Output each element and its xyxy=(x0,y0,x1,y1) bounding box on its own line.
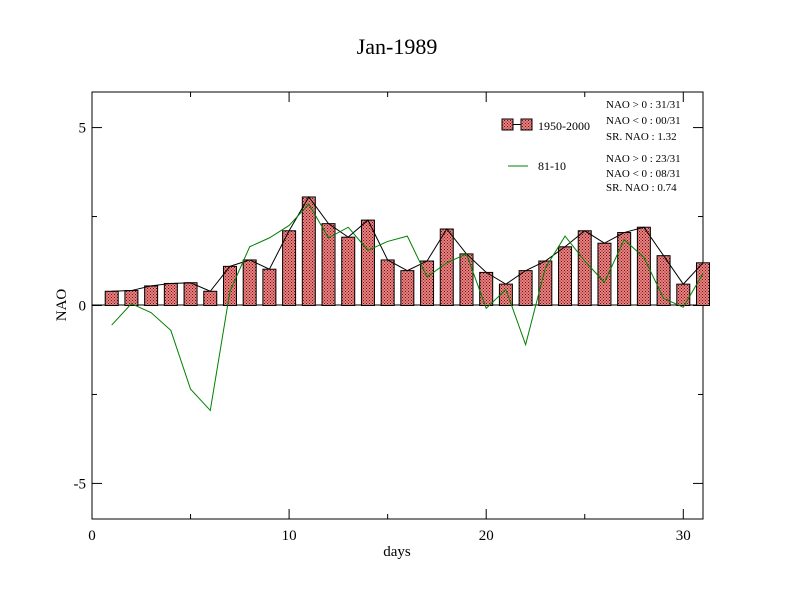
legend-swatch-1950-2000-left xyxy=(501,118,514,131)
stat-81-10-pos: NAO > 0 : 23/31 xyxy=(606,153,681,165)
bar-day-8 xyxy=(242,259,257,307)
stats-annotations: NAO > 0 : 31/31 NAO < 0 : 00/31 SR. NAO … xyxy=(606,99,681,194)
stat-81-10-neg: NAO < 0 : 08/31 xyxy=(606,168,681,180)
bar-top-connector-line xyxy=(111,196,704,292)
stat-81-10-sr: SR. NAO : 0.74 xyxy=(606,182,677,194)
y-tick-label--5: -5 xyxy=(74,476,87,492)
x-tick-label-20: 20 xyxy=(479,528,494,544)
legend-label-81-10: 81-10 xyxy=(538,159,566,173)
line-81-10 xyxy=(111,203,704,412)
bar-day-4 xyxy=(163,282,178,307)
chart-title: Jan-1989 xyxy=(357,34,438,59)
stat-1950-2000-pos: NAO > 0 : 31/31 xyxy=(606,99,681,111)
bar-day-10 xyxy=(282,230,297,306)
bar-day-13 xyxy=(341,236,356,306)
legend-label-1950-2000: 1950-2000 xyxy=(538,119,590,133)
bar-day-26 xyxy=(597,242,612,306)
legend-swatch-1950-2000-right xyxy=(520,118,533,131)
bar-day-6 xyxy=(203,290,218,306)
stat-1950-2000-neg: NAO < 0 : 00/31 xyxy=(606,115,681,127)
bar-day-30 xyxy=(676,283,691,306)
bar-day-20 xyxy=(479,271,494,307)
x-tick-label-10: 10 xyxy=(282,528,297,544)
bar-day-1 xyxy=(104,290,119,306)
y-tick-label-0: 0 xyxy=(79,299,87,315)
bar-day-3 xyxy=(144,285,159,306)
x-tick-label-30: 30 xyxy=(676,528,691,544)
bar-day-25 xyxy=(577,230,592,306)
stat-1950-2000-sr: SR. NAO : 1.32 xyxy=(606,131,677,143)
x-axis-label: days xyxy=(383,544,411,560)
x-axis-ticks: 0 10 20 30 xyxy=(88,92,691,544)
bar-day-9 xyxy=(262,268,277,306)
bar-day-31 xyxy=(696,262,710,306)
bar-day-16 xyxy=(400,270,415,307)
bar-day-19 xyxy=(459,253,474,306)
bar-day-14 xyxy=(360,219,375,307)
bar-day-15 xyxy=(380,259,395,307)
y-axis-ticks: -5 0 5 xyxy=(74,121,703,492)
line-series-81-10 xyxy=(111,196,704,412)
y-axis-label: NAO xyxy=(54,289,70,322)
y-tick-label-5: 5 xyxy=(79,121,87,137)
bar-day-24 xyxy=(558,246,573,306)
bar-day-22 xyxy=(518,270,533,307)
bar-day-18 xyxy=(439,228,454,306)
bar-day-11 xyxy=(301,196,316,306)
bar-day-5 xyxy=(183,282,198,307)
x-tick-label-0: 0 xyxy=(88,528,96,544)
legend: 1950-2000 81-10 xyxy=(501,118,590,173)
plot-area: 0 10 20 30 -5 0 5 xyxy=(74,91,710,544)
